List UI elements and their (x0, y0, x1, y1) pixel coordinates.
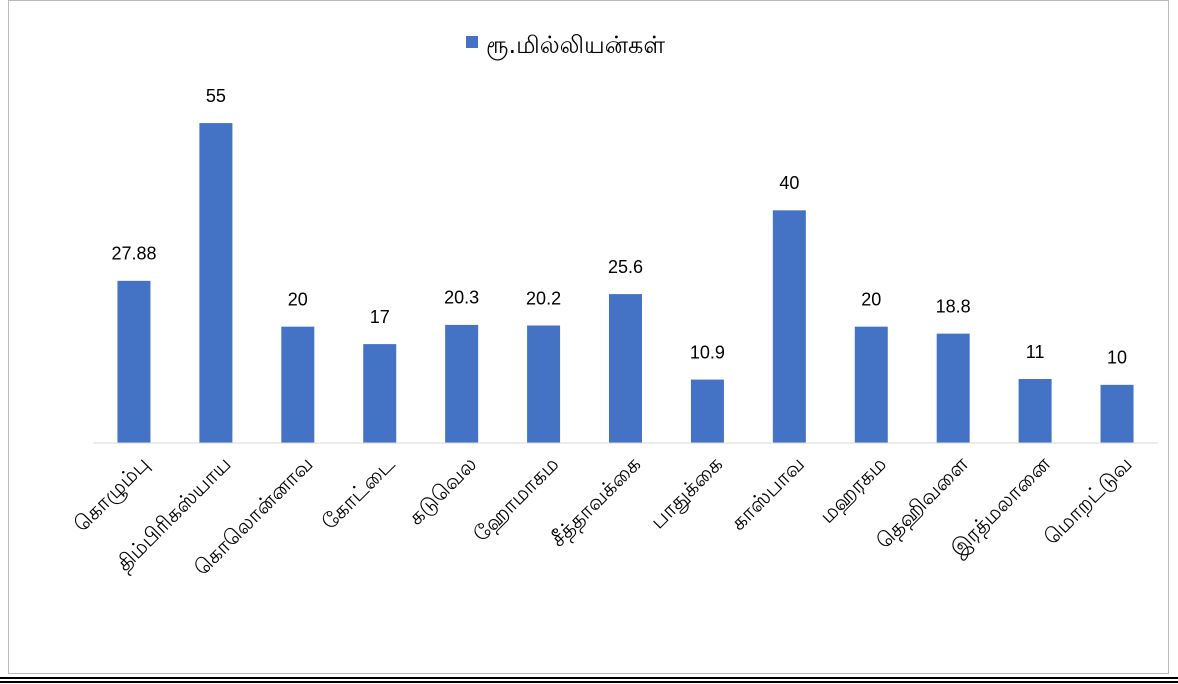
data-label: 40 (779, 173, 799, 193)
data-label: 25.6 (608, 257, 643, 277)
bar (690, 379, 724, 443)
bar (527, 325, 561, 443)
data-label: 55 (206, 86, 226, 106)
legend-label: ரூ.மில்லியன்கள் (486, 31, 665, 60)
data-label: 20.3 (444, 288, 479, 308)
chart-frame (8, 0, 1169, 674)
data-label: 18.8 (936, 296, 971, 316)
bar (1100, 384, 1134, 443)
data-label: 11 (1026, 342, 1045, 362)
bar (199, 123, 233, 443)
data-label: 20 (288, 289, 308, 309)
bar (1018, 379, 1052, 443)
bar (445, 324, 479, 443)
data-label: 10.9 (690, 342, 725, 362)
data-label: 20.2 (526, 288, 561, 308)
data-label: 17 (370, 307, 390, 327)
bar (281, 326, 315, 443)
bar (936, 333, 970, 443)
legend-swatch (466, 36, 478, 48)
data-label: 27.88 (111, 244, 156, 264)
data-label: 10 (1107, 348, 1127, 368)
bar (117, 280, 151, 443)
bar (854, 326, 888, 443)
data-label: 20 (861, 289, 881, 309)
bar (772, 210, 806, 443)
bar (363, 344, 397, 443)
bar (609, 294, 642, 443)
